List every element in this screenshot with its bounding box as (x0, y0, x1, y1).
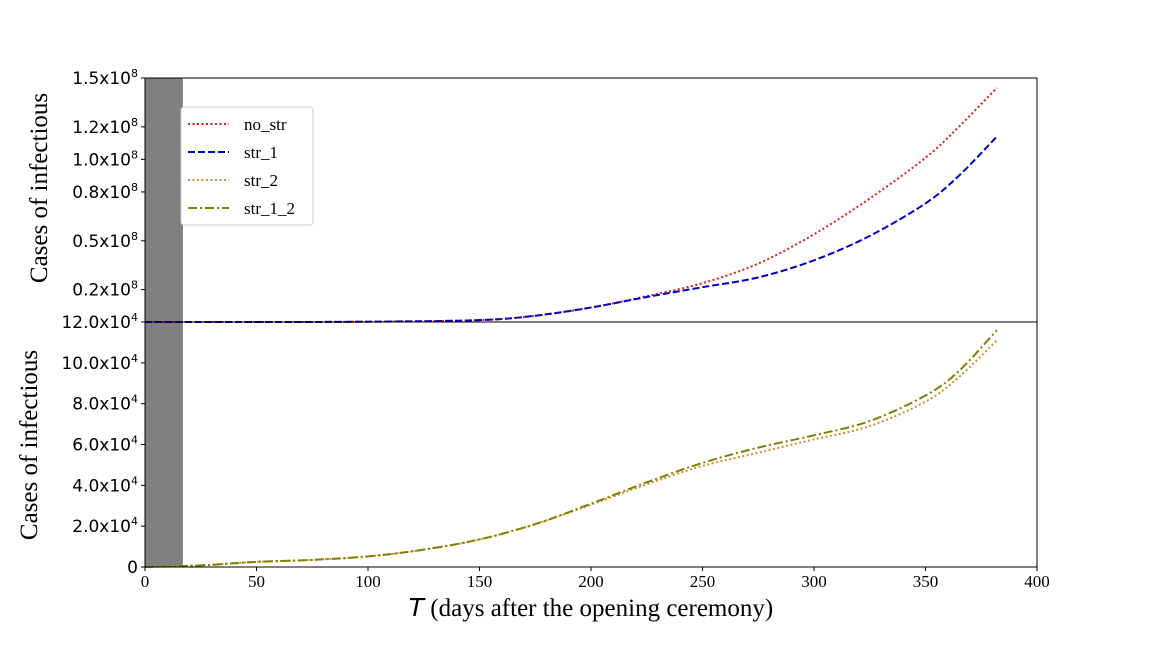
y-axis-label-top: Cases of infectious (26, 93, 53, 283)
y-tick-base: 6.0x10 (72, 436, 131, 456)
y-tick-label: 1.5x108 (72, 67, 138, 89)
y-tick-base: 0 (127, 558, 138, 578)
y-tick-label: 0.8x108 (72, 181, 138, 203)
x-tick-label: 250 (690, 572, 716, 591)
y-tick-label: 1.2x108 (72, 116, 138, 138)
x-tick-label: 150 (467, 572, 493, 591)
y-tick-exponent: 4 (131, 515, 138, 528)
y-tick-base: 1.0x10 (72, 150, 131, 170)
y-tick-exponent: 4 (131, 311, 138, 324)
series-group-bottom (144, 329, 998, 568)
y-ticks-top: 12.0x1040.2x1080.5x1080.8x1081.0x1081.2x… (61, 67, 145, 333)
y-tick-base: 10.0x10 (61, 354, 131, 374)
y-tick-exponent: 4 (131, 352, 138, 365)
series-line-str-1-2 (144, 329, 998, 568)
y-tick-label: 0.5x108 (72, 230, 138, 252)
y-axis-label-bottom: Cases of infectious (16, 350, 43, 540)
shaded-period-bottom (145, 322, 183, 567)
x-tick-label: 400 (1024, 572, 1050, 591)
y-tick-base: 2.0x10 (72, 517, 131, 537)
y-tick-label: 12.0x104 (61, 311, 138, 333)
panel-frame-bottom (144, 321, 1038, 568)
y-tick-label: 0 (127, 558, 138, 578)
x-ticks: 0 50 100 150 200 250 300 350 400 (141, 567, 1050, 591)
y-tick-label: 10.0x104 (61, 352, 138, 374)
y-tick-exponent: 4 (131, 434, 138, 447)
y-tick-base: 1.5x10 (72, 69, 131, 89)
y-tick-exponent: 8 (131, 148, 138, 161)
y-tick-base: 0.8x10 (72, 183, 131, 203)
y-tick-exponent: 8 (131, 279, 138, 292)
y-tick-label: 1.0x108 (72, 148, 138, 170)
y-tick-exponent: 4 (131, 474, 138, 487)
x-axis-label-variable: T (409, 593, 426, 622)
y-tick-base: 4.0x10 (72, 476, 131, 496)
legend-box (180, 106, 314, 226)
y-tick-exponent: 8 (131, 181, 138, 194)
legend: no_str str_1 str_2 str_1_2 (180, 106, 314, 226)
x-tick-label: 100 (355, 572, 381, 591)
x-tick-label: 0 (141, 572, 150, 591)
y-tick-base: 0.2x10 (72, 281, 131, 301)
x-tick-label: 50 (248, 572, 265, 591)
series-line-str-2 (144, 339, 998, 568)
y-tick-exponent: 8 (131, 67, 138, 80)
x-axis-label: T (days after the opening ceremony) (409, 593, 773, 622)
y-tick-base: 0.5x10 (72, 232, 131, 252)
legend-label: str_1_2 (244, 199, 295, 218)
y-tick-exponent: 4 (131, 393, 138, 406)
y-tick-exponent: 8 (131, 230, 138, 243)
legend-label: no_str (244, 115, 287, 134)
y-tick-base: 8.0x10 (72, 395, 131, 415)
shaded-period-top (145, 78, 183, 322)
y-tick-label: 2.0x104 (72, 515, 138, 537)
y-tick-base: 12.0x10 (61, 313, 131, 333)
y-tick-label: 8.0x104 (72, 393, 138, 415)
y-tick-label: 6.0x104 (72, 434, 138, 456)
y-tick-exponent: 8 (131, 116, 138, 129)
x-tick-label: 200 (578, 572, 604, 591)
y-tick-base: 1.2x10 (72, 118, 131, 138)
x-tick-label: 300 (801, 572, 827, 591)
x-axis-label-text: (days after the opening ceremony) (424, 595, 773, 622)
legend-label: str_2 (244, 171, 278, 190)
x-tick-label: 350 (913, 572, 939, 591)
y-tick-label: 4.0x104 (72, 474, 138, 496)
legend-label: str_1 (244, 143, 278, 162)
y-tick-label: 0.2x108 (72, 279, 138, 301)
